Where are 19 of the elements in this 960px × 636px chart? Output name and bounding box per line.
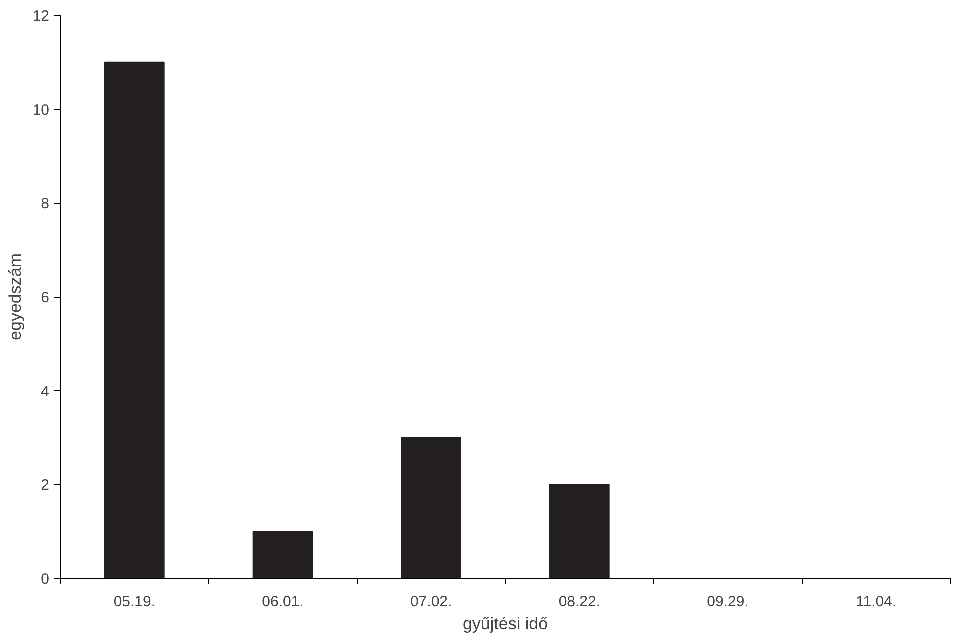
y-axis-title: egyedszám xyxy=(6,254,25,340)
x-tick-label: 11.04. xyxy=(856,594,897,610)
y-tick-label: 8 xyxy=(41,196,50,213)
y-tick-label: 2 xyxy=(41,477,50,494)
y-tick-label: 6 xyxy=(41,290,50,306)
x-tick-label: 09.29. xyxy=(707,594,749,610)
bar xyxy=(104,62,165,578)
bar xyxy=(401,437,462,578)
bar xyxy=(252,531,314,578)
bar xyxy=(550,484,610,578)
y-tick-label: 0 xyxy=(41,571,50,588)
x-tick-label: 06.01. xyxy=(262,594,304,610)
x-axis-title: gyűjtési idő xyxy=(462,614,548,634)
x-tick-label: 05.19. xyxy=(114,594,156,610)
x-tick-label: 08.22. xyxy=(558,594,601,610)
x-tick-label: 07.02. xyxy=(410,594,452,610)
y-tick-label: 12 xyxy=(32,8,50,25)
y-tick-label: 10 xyxy=(32,102,50,119)
y-tick-label: 4 xyxy=(41,383,50,400)
